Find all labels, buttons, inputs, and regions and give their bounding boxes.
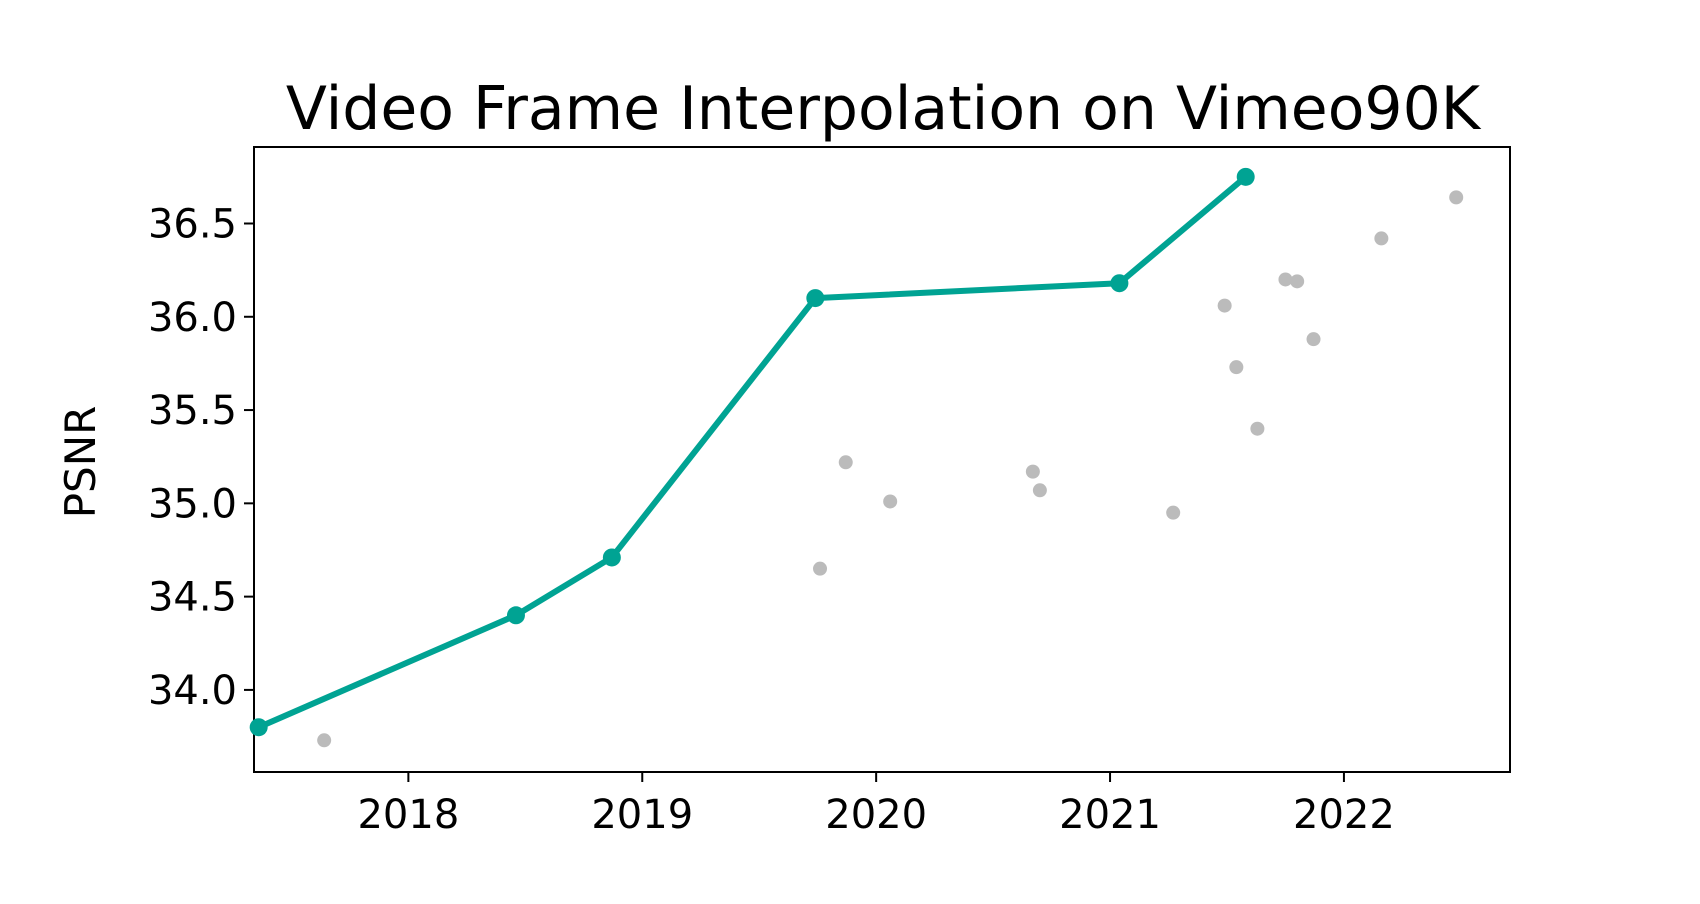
scatter-point <box>1449 190 1464 205</box>
x-tick-label: 2018 <box>357 792 459 838</box>
x-tick-label: 2021 <box>1059 792 1161 838</box>
scatter-point <box>317 733 332 748</box>
series-layer <box>249 167 1464 748</box>
x-axis: 2018 2019 2020 2021 2022 <box>357 772 1395 838</box>
y-tick-label: 35.0 <box>148 481 237 527</box>
sota-point <box>806 289 825 308</box>
scatter-point <box>1217 298 1232 313</box>
scatter-point <box>1229 360 1244 375</box>
scatter-point <box>1032 483 1047 498</box>
y-axis-label: PSNR <box>56 406 105 519</box>
scatter-point <box>838 455 853 470</box>
sota-point <box>602 548 621 567</box>
scatter-point <box>813 561 828 576</box>
y-axis: 34.0 34.5 35.0 35.5 36.0 36.5 <box>148 201 254 714</box>
y-tick-label: 35.5 <box>148 388 237 434</box>
plot-area-frame <box>253 146 1511 773</box>
sota-point <box>506 606 525 625</box>
x-tick-label: 2022 <box>1293 792 1395 838</box>
scatter-point <box>1278 272 1293 287</box>
x-tick-label: 2019 <box>591 792 693 838</box>
scatter-point <box>883 494 898 509</box>
x-tick-label: 2020 <box>825 792 927 838</box>
scatter-point <box>1290 274 1305 289</box>
scatter-point <box>1166 505 1181 520</box>
chart-title: Video Frame Interpolation on Vimeo90K <box>286 74 1482 144</box>
sota-line <box>255 173 1249 731</box>
scatter-point <box>1306 332 1321 347</box>
sota-point <box>1110 274 1129 293</box>
y-tick-label: 34.5 <box>148 575 237 621</box>
scatter-point <box>1250 421 1265 436</box>
y-tick-label: 36.0 <box>148 295 237 341</box>
scatter-point <box>1025 464 1040 479</box>
y-tick-label: 34.0 <box>148 668 237 714</box>
y-tick-label: 36.5 <box>148 201 237 247</box>
sota-point <box>249 718 268 737</box>
sota-point <box>1236 167 1255 186</box>
scatter-point <box>1374 231 1389 246</box>
